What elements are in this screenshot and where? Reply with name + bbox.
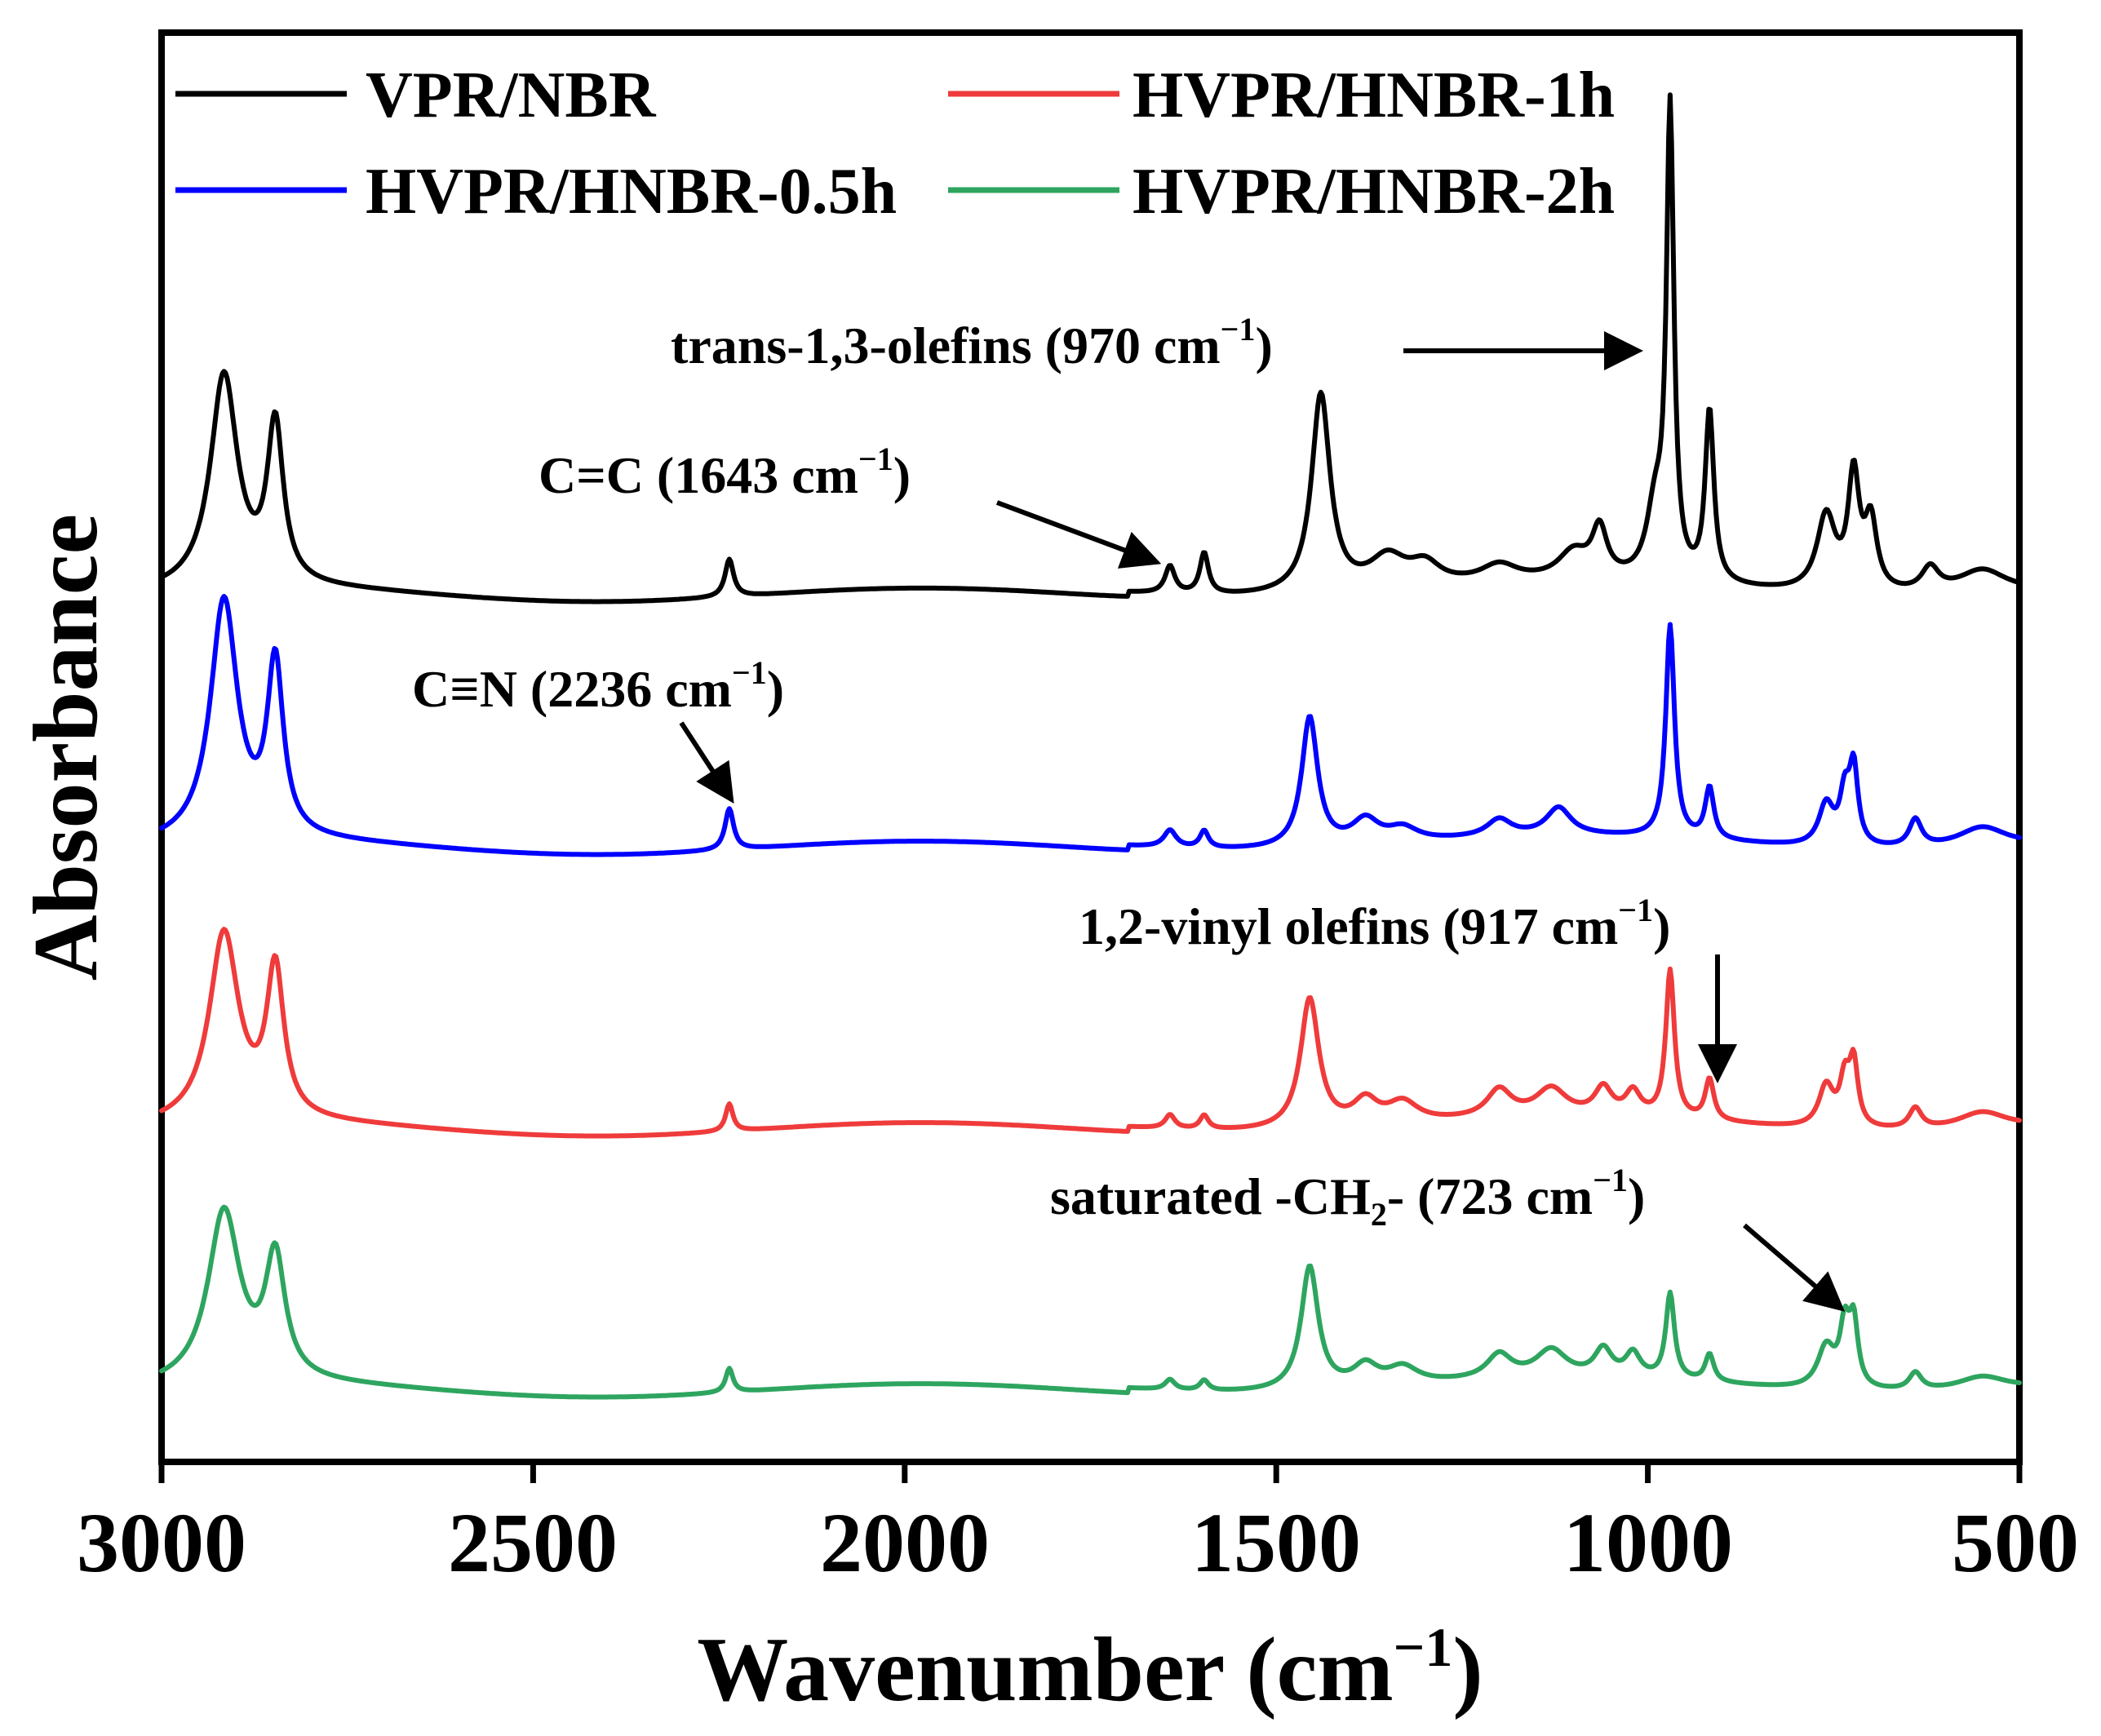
series-line-vpr-nbr bbox=[159, 92, 2022, 604]
legend-label-hvpr-hnbr-0-5h: HVPR/HNBR-0.5h bbox=[366, 156, 897, 228]
x-tick-label: 2000 bbox=[820, 1496, 990, 1590]
x-tick-label: 1000 bbox=[1563, 1496, 1733, 1590]
annotation-trans-olefins: trans-1,3-olefins (970 cm−1) bbox=[671, 311, 1273, 374]
x-axis-ticks bbox=[158, 1462, 2023, 1483]
legend-label-hvpr-hnbr-2h: HVPR/HNBR-2h bbox=[1133, 156, 1615, 228]
legend: VPR/NBR HVPR/HNBR-0.5h HVPR/HNBR-1h HVPR… bbox=[175, 60, 1615, 228]
x-tick-label: 3000 bbox=[77, 1496, 246, 1590]
annotation-vinyl-olefins: 1,2-vinyl olefins (917 cm−1) bbox=[1079, 892, 1670, 955]
x-axis-title: Wavenumber (cm−1) bbox=[697, 1616, 1483, 1720]
legend-label-vpr-nbr: VPR/NBR bbox=[366, 60, 657, 131]
series-line-hvpr-hnbr-1h bbox=[159, 927, 2022, 1139]
annotation-arrow-c-c-double bbox=[995, 500, 1162, 569]
annotations: trans-1,3-olefins (970 cm−1) C=C (1643 c… bbox=[412, 311, 1846, 1312]
plot-frame bbox=[158, 29, 2023, 1465]
legend-label-hvpr-hnbr-1h: HVPR/HNBR-1h bbox=[1133, 60, 1615, 131]
annotation-c-c-double: C=C (1643 cm−1) bbox=[539, 441, 911, 504]
y-axis-title: Absorbance bbox=[16, 514, 117, 981]
series-line-hvpr-hnbr-0-5h bbox=[159, 594, 2022, 857]
x-tick-label: 500 bbox=[1952, 1496, 2079, 1590]
series-line-hvpr-hnbr-2h bbox=[159, 1204, 2022, 1400]
x-axis-tick-labels: 3000 2500 2000 1500 1000 500 bbox=[77, 1496, 2079, 1590]
annotation-nitrile: C≡N (2236 cm−1) bbox=[412, 654, 784, 718]
annotation-arrow-saturated-ch2 bbox=[1743, 1223, 1846, 1312]
x-tick-label: 1500 bbox=[1191, 1496, 1361, 1590]
annotation-saturated-ch2: saturated -CH2- (723 cm−1) bbox=[1050, 1162, 1645, 1233]
x-tick-label: 2500 bbox=[448, 1496, 618, 1590]
annotation-arrow-nitrile bbox=[679, 721, 734, 804]
